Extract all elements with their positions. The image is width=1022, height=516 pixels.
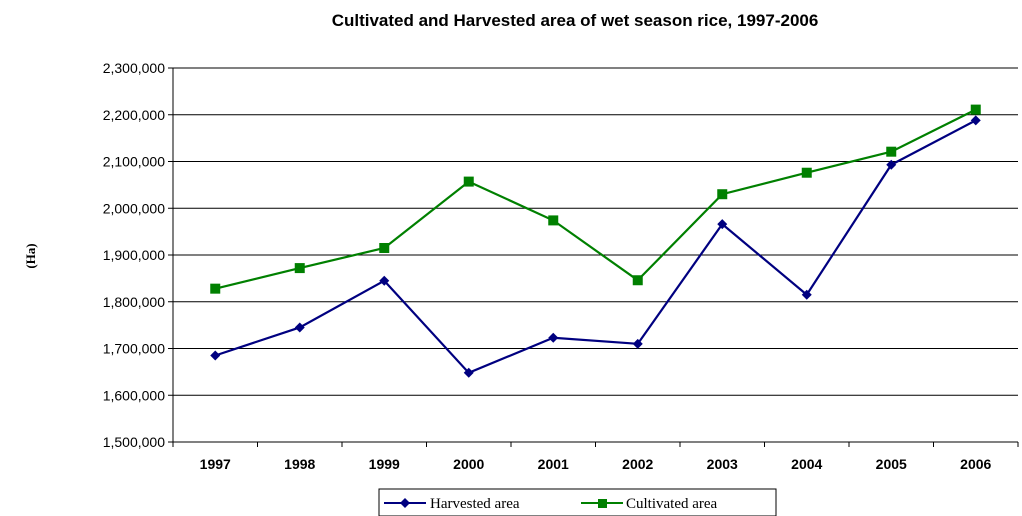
x-tick-label: 2002 <box>622 456 653 472</box>
legend-swatch-harvested-marker <box>400 498 410 508</box>
y-tick-label: 2,200,000 <box>103 107 165 123</box>
x-tick-label: 2006 <box>960 456 991 472</box>
x-tick-label: 1999 <box>369 456 400 472</box>
data-point-harvested-area <box>548 332 559 343</box>
x-tick-label: 2003 <box>707 456 738 472</box>
data-point-harvested-area <box>379 275 390 286</box>
series-line-cultivated-area <box>214 108 977 290</box>
series-lines <box>210 104 981 378</box>
y-tick-labels: 1,500,000 1,600,000 1,700,000 1,800,000 1,90… <box>103 60 165 450</box>
data-point-harvested-area <box>801 289 812 300</box>
data-point-cultivated-area <box>886 146 897 157</box>
data-point-cultivated-area <box>379 242 390 253</box>
x-tick-label: 2000 <box>453 456 484 472</box>
data-point-cultivated-area <box>210 283 221 294</box>
x-tick-label: 2005 <box>876 456 907 472</box>
y-tick-label: 1,800,000 <box>103 294 165 310</box>
data-point-harvested-area <box>294 322 305 333</box>
legend-box <box>378 488 777 516</box>
data-point-harvested-area <box>463 367 474 378</box>
x-tick-label: 1997 <box>200 456 231 472</box>
data-point-harvested-area <box>632 338 643 349</box>
y-tick-label: 2,100,000 <box>103 154 165 170</box>
x-tick-label: 2001 <box>538 456 569 472</box>
axes <box>168 67 1019 447</box>
chart-title: Cultivated and Harvested area of wet sea… <box>332 11 819 30</box>
data-point-cultivated-area <box>463 176 474 187</box>
legend: Harvested area Cultivated area <box>378 488 777 516</box>
y-tick-label: 1,500,000 <box>103 434 165 450</box>
data-point-cultivated-area <box>632 275 643 286</box>
data-point-harvested-area <box>210 350 221 361</box>
x-tick-label: 2004 <box>791 456 822 472</box>
y-tick-label: 1,700,000 <box>103 341 165 357</box>
legend-label-cultivated: Cultivated area <box>626 496 718 512</box>
legend-swatch-cultivated-marker <box>598 499 607 508</box>
series-line-harvested-area <box>214 119 977 375</box>
data-point-harvested-area <box>970 115 981 126</box>
data-point-harvested-area <box>717 219 728 230</box>
x-tick-label: 1998 <box>284 456 315 472</box>
y-tick-label: 2,000,000 <box>103 200 165 216</box>
data-point-harvested-area <box>886 159 897 170</box>
data-point-cultivated-area <box>970 104 981 115</box>
y-axis-label: (Ha) <box>23 243 38 268</box>
data-point-cultivated-area <box>294 263 305 274</box>
y-tick-label: 2,300,000 <box>103 60 165 76</box>
data-point-cultivated-area <box>717 189 728 200</box>
gridlines <box>173 67 1018 396</box>
y-tick-label: 1,600,000 <box>103 387 165 403</box>
data-point-cultivated-area <box>801 167 812 178</box>
data-point-cultivated-area <box>548 215 559 226</box>
y-tick-label: 1,900,000 <box>103 247 165 263</box>
legend-label-harvested: Harvested area <box>430 496 520 512</box>
x-tick-labels: 1997 1998 1999 2000 2001 2002 2003 2004 2005 2006 <box>200 456 992 472</box>
